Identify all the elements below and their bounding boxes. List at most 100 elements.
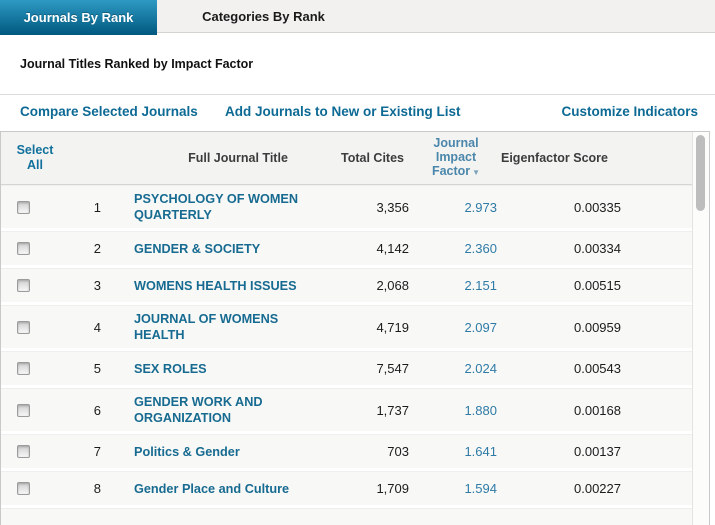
rank-value: 6 <box>93 402 101 418</box>
table-row-partial <box>1 508 693 525</box>
row-checkbox[interactable] <box>16 320 30 334</box>
impact-factor-link[interactable]: 1.641 <box>464 444 497 459</box>
sort-descending-icon: ▼ <box>472 168 481 177</box>
title-cell: JOURNAL OF WOMENS HEALTH <box>103 311 318 343</box>
impact-factor-link[interactable]: 1.880 <box>464 402 497 418</box>
add-journals-to-list-link[interactable]: Add Journals to New or Existing List <box>225 104 461 119</box>
rank-value: 1 <box>93 199 101 215</box>
customize-indicators-link[interactable]: Customize Indicators <box>561 104 698 119</box>
table-row: 2 GENDER & SOCIETY 4,142 2.360 0.00334 <box>1 231 693 265</box>
impact-factor-cell: 2.151 <box>413 278 499 293</box>
table-row: 5 SEX ROLES 7,547 2.024 0.00543 <box>1 351 693 385</box>
rank-value: 3 <box>93 278 101 293</box>
checkbox-cell <box>1 279 45 292</box>
journal-title-link[interactable]: GENDER & SOCIETY <box>134 241 261 256</box>
impact-factor-link[interactable]: 2.024 <box>464 361 497 376</box>
impact-factor-cell: 1.594 <box>413 481 499 496</box>
eigenfactor-value: 0.00168 <box>574 402 621 418</box>
rank-value: 7 <box>93 444 101 459</box>
title-cell: GENDER & SOCIETY <box>103 241 318 257</box>
eigenfactor-score-label: Eigenfactor Score <box>501 151 608 165</box>
total-cites-value: 4,719 <box>376 319 409 335</box>
page-title: Journal Titles Ranked by Impact Factor <box>20 56 254 71</box>
title-cell: GENDER WORK AND ORGANIZATION <box>103 394 318 426</box>
table-header-row: Select All Full Journal Title Total Cite… <box>1 132 693 185</box>
action-links-row: Compare Selected Journals Add Journals t… <box>0 95 715 130</box>
impact-factor-cell: 2.097 <box>413 320 499 335</box>
row-checkbox[interactable] <box>16 403 30 417</box>
full-journal-title-label: Full Journal Title <box>188 151 288 165</box>
title-cell: PSYCHOLOGY OF WOMEN QUARTERLY <box>103 191 318 223</box>
total-cites-header[interactable]: Total Cites <box>304 132 404 184</box>
rank-value: 2 <box>93 241 101 256</box>
rank-value: 4 <box>93 319 101 335</box>
tab-categories-by-rank[interactable]: Categories By Rank <box>202 9 325 24</box>
journal-title-link[interactable]: Politics & Gender <box>134 444 240 459</box>
table-row: 6 GENDER WORK AND ORGANIZATION 1,737 1.8… <box>1 388 693 431</box>
total-cites-value: 1,709 <box>376 481 409 496</box>
impact-factor-cell: 2.973 <box>413 200 499 215</box>
title-cell: SEX ROLES <box>103 361 318 377</box>
journal-impact-factor-label: Journal Impact Factor ▼ <box>431 136 481 178</box>
eigenfactor-value: 0.00227 <box>574 481 621 496</box>
journal-title-link[interactable]: SEX ROLES <box>134 361 207 376</box>
impact-factor-cell: 1.880 <box>413 403 499 418</box>
eigenfactor-value: 0.00515 <box>574 278 621 293</box>
checkbox-cell <box>1 242 45 255</box>
checkbox-cell <box>1 482 45 495</box>
impact-factor-link[interactable]: 2.097 <box>464 319 497 335</box>
checkbox-cell <box>1 445 45 458</box>
checkbox-cell <box>1 362 45 375</box>
table-row: 8 Gender Place and Culture 1,709 1.594 0… <box>1 471 693 505</box>
rank-value: 8 <box>93 481 101 496</box>
select-all-header[interactable]: Select All <box>13 132 57 184</box>
row-checkbox[interactable] <box>16 279 30 292</box>
row-checkbox[interactable] <box>16 242 30 255</box>
impact-factor-link[interactable]: 2.151 <box>464 278 497 293</box>
journal-title-link[interactable]: JOURNAL OF WOMENS HEALTH <box>134 312 279 342</box>
impact-factor-link[interactable]: 2.973 <box>464 199 497 215</box>
scrollbar-thumb[interactable] <box>696 135 706 211</box>
title-cell: WOMENS HEALTH ISSUES <box>103 278 318 294</box>
row-checkbox[interactable] <box>16 362 30 375</box>
journal-title-link[interactable]: Gender Place and Culture <box>134 481 290 496</box>
impact-factor-cell: 2.024 <box>413 361 499 376</box>
checkbox-cell <box>1 320 45 334</box>
total-cites-value: 703 <box>387 444 409 459</box>
table-row: 4 JOURNAL OF WOMENS HEALTH 4,719 2.097 0… <box>1 305 693 348</box>
journals-table: Select All Full Journal Title Total Cite… <box>0 131 710 525</box>
title-cell: Gender Place and Culture <box>103 481 318 497</box>
compare-selected-journals-link[interactable]: Compare Selected Journals <box>20 104 198 119</box>
scrollbar-track[interactable] <box>692 132 709 525</box>
eigenfactor-score-header[interactable]: Eigenfactor Score <box>501 132 641 184</box>
eigenfactor-value: 0.00137 <box>574 444 621 459</box>
total-cites-value: 4,142 <box>376 241 409 256</box>
impact-factor-cell: 2.360 <box>413 241 499 256</box>
total-cites-label: Total Cites <box>341 151 404 165</box>
journal-title-link[interactable]: PSYCHOLOGY OF WOMEN QUARTERLY <box>134 192 299 222</box>
impact-factor-cell: 1.641 <box>413 444 499 459</box>
journal-title-link[interactable]: WOMENS HEALTH ISSUES <box>134 278 297 293</box>
checkbox-cell <box>1 403 45 417</box>
tab-journals-by-rank[interactable]: Journals By Rank <box>0 0 157 35</box>
eigenfactor-value: 0.00334 <box>574 241 621 256</box>
table-row: 1 PSYCHOLOGY OF WOMEN QUARTERLY 3,356 2.… <box>1 185 693 228</box>
eigenfactor-value: 0.00959 <box>574 319 621 335</box>
tab-bar: Journals By Rank Categories By Rank <box>0 0 715 35</box>
impact-factor-link[interactable]: 1.594 <box>464 481 497 496</box>
journals-table-main: Select All Full Journal Title Total Cite… <box>1 132 693 525</box>
rank-value: 5 <box>93 361 101 376</box>
eigenfactor-value: 0.00543 <box>574 361 621 376</box>
row-checkbox[interactable] <box>16 200 30 214</box>
row-checkbox[interactable] <box>16 482 30 495</box>
total-cites-value: 3,356 <box>376 199 409 215</box>
checkbox-cell <box>1 200 45 214</box>
journal-title-link[interactable]: GENDER WORK AND ORGANIZATION <box>134 395 263 425</box>
row-checkbox[interactable] <box>16 445 30 458</box>
journal-impact-factor-header[interactable]: Journal Impact Factor ▼ <box>413 132 499 184</box>
impact-factor-link[interactable]: 2.360 <box>464 241 497 256</box>
heading-area: Journal Titles Ranked by Impact Factor <box>0 33 715 95</box>
select-all-label: Select All <box>16 143 54 172</box>
total-cites-value: 7,547 <box>376 361 409 376</box>
full-journal-title-header[interactable]: Full Journal Title <box>133 132 343 184</box>
